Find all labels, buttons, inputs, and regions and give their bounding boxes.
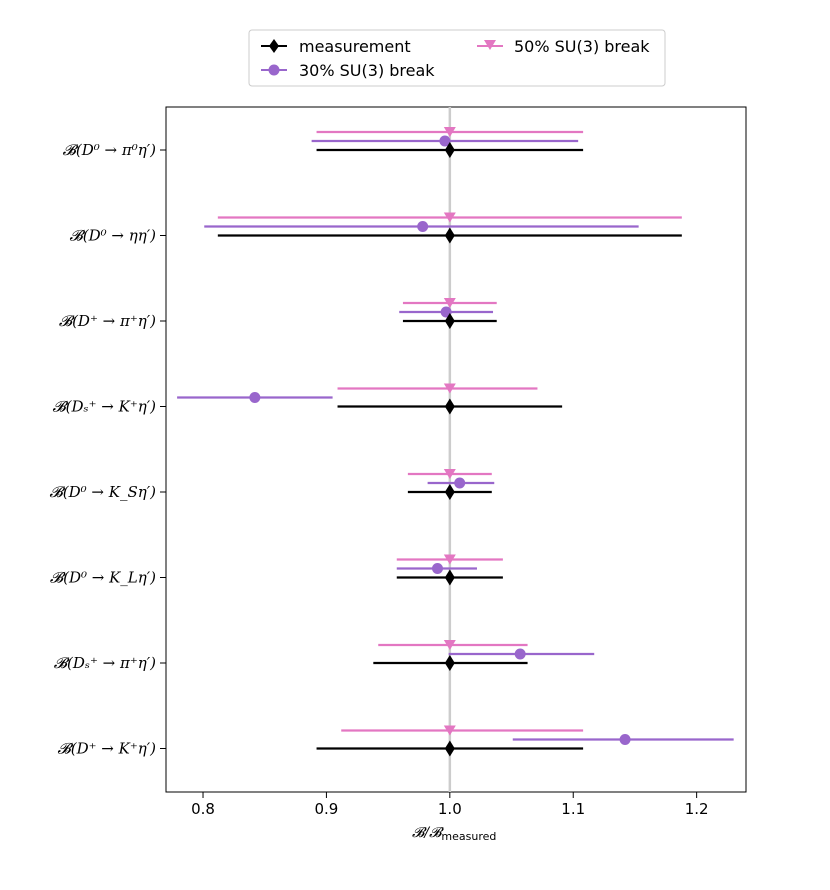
- marker-30-su-3-break-3: [249, 392, 261, 403]
- marker-measurement-0: [444, 142, 455, 158]
- marker-50-su-3-break-0: [443, 127, 456, 137]
- y-tick-label-7: 𝓑(D⁺ → K⁺η′): [58, 740, 157, 758]
- legend-30pct-label: 30% SU(3) break: [299, 61, 435, 80]
- marker-50-su-3-break-4: [443, 469, 456, 479]
- plot-frame: [165, 106, 747, 793]
- marker-30-su-3-break-4: [454, 477, 466, 489]
- marker-50-su-3-break-3: [443, 383, 456, 394]
- marker-measurement-5: [444, 569, 455, 586]
- marker-50-su-3-break-1: [443, 212, 456, 223]
- legend-50pct-label: 50% SU(3) break: [514, 37, 650, 56]
- legend-entry-50pct: 50% SU(3) break: [477, 37, 650, 56]
- legend-50pct-marker: [484, 40, 496, 50]
- x-tick-label-3: 1.1: [561, 800, 585, 818]
- marker-50-su-3-break-7: [443, 725, 456, 736]
- marker-50-su-3-break-5: [443, 554, 456, 565]
- legend-measurement-marker: [269, 39, 279, 53]
- y-tick-label-6: 𝓑(Dₛ⁺ → π⁺η′): [54, 654, 156, 672]
- x-axis-label: 𝓑/𝓑measured: [412, 825, 496, 843]
- legend-30pct-marker: [268, 64, 280, 76]
- marker-50-su-3-break-6: [443, 640, 456, 650]
- legend-entry-30pct: 30% SU(3) break: [261, 61, 435, 80]
- marker-measurement-7: [444, 740, 455, 757]
- legend: measurement 30% SU(3) break 50% SU(3) br…: [248, 29, 666, 87]
- y-tick-label-2: 𝓑(D⁺ → π⁺η′): [59, 312, 156, 330]
- y-tick-label-1: 𝓑(D⁰ → ηη′): [70, 227, 157, 245]
- y-tick-label-3: 𝓑(Dₛ⁺ → K⁺η′): [52, 398, 156, 416]
- marker-measurement-1: [444, 227, 455, 244]
- marker-measurement-4: [444, 484, 455, 500]
- y-tick-label-5: 𝓑(D⁰ → K_Lη′): [50, 569, 156, 587]
- marker-measurement-3: [444, 398, 455, 415]
- y-tick-label-0: 𝓑(D⁰ → π⁰η′): [63, 141, 156, 159]
- x-tick-label-4: 1.2: [685, 800, 709, 818]
- legend-measurement-label: measurement: [299, 37, 411, 56]
- marker-30-su-3-break-1: [417, 221, 429, 232]
- marker-30-su-3-break-5: [431, 563, 443, 574]
- marker-measurement-6: [444, 655, 455, 671]
- x-tick-label-2: 1.0: [438, 800, 462, 818]
- plot-layer: 0.8 0.9 1.0 1.1 1.2 𝓑(D⁰ → π⁰η′) 𝓑(D⁰ → ηη′) 𝓑(…: [50, 107, 734, 818]
- marker-30-su-3-break-6: [514, 648, 526, 660]
- legend-frame: [248, 29, 666, 87]
- marker-measurement-2: [444, 313, 455, 329]
- legend-entry-measurement: measurement: [261, 37, 411, 56]
- marker-30-su-3-break-7: [619, 734, 631, 745]
- marker-50-su-3-break-2: [443, 298, 456, 308]
- marker-30-su-3-break-0: [439, 135, 451, 147]
- y-tick-label-4: 𝓑(D⁰ → K_Sη′): [50, 483, 157, 501]
- x-tick-label-1: 0.9: [314, 800, 338, 818]
- x-tick-label-0: 0.8: [191, 800, 215, 818]
